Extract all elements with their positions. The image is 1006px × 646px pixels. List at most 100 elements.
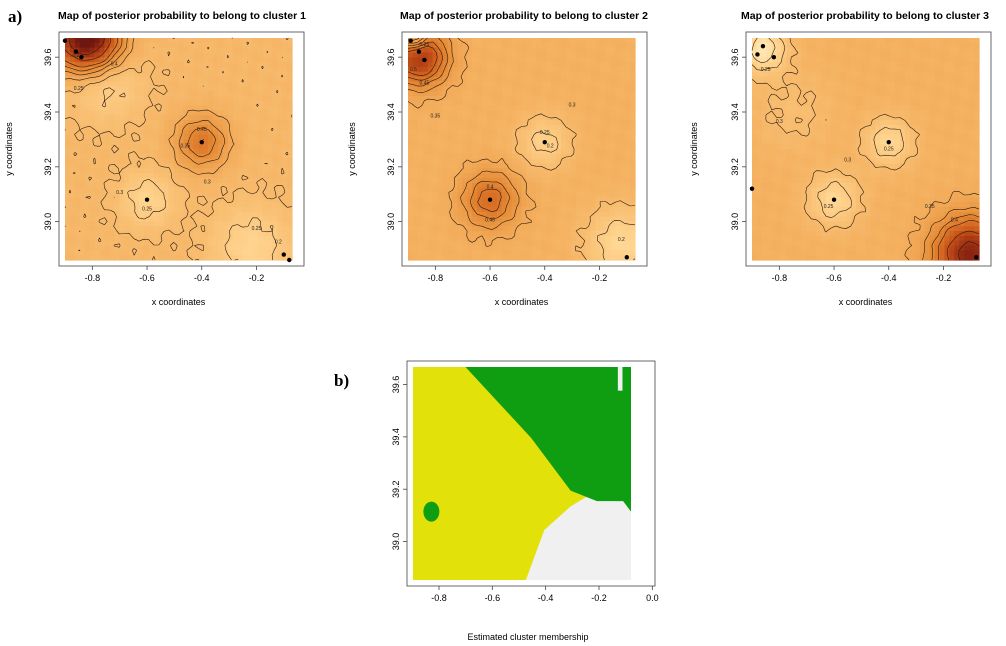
heat-cell bbox=[178, 139, 185, 145]
heat-cell bbox=[193, 182, 199, 189]
heat-cell bbox=[491, 250, 498, 256]
heat-cell bbox=[134, 42, 140, 49]
heat-cell bbox=[158, 192, 165, 198]
heat-cell bbox=[282, 187, 288, 194]
heat-cell bbox=[79, 216, 86, 222]
heat-cell bbox=[482, 211, 488, 218]
heat-cell bbox=[277, 168, 283, 174]
heat-cell bbox=[551, 235, 557, 242]
heat-cell bbox=[442, 168, 449, 174]
heat-cell bbox=[452, 235, 458, 242]
heat-cell bbox=[272, 95, 278, 102]
heat-cell bbox=[84, 91, 91, 97]
heat-cell bbox=[442, 86, 449, 92]
heat-cell bbox=[865, 91, 872, 97]
heat-cell bbox=[287, 105, 293, 111]
heat-cell bbox=[506, 187, 513, 194]
heat-cell bbox=[452, 38, 458, 44]
heat-cell bbox=[262, 66, 268, 73]
heat-cell bbox=[134, 129, 140, 136]
heat-cell bbox=[109, 120, 115, 126]
heat-cell bbox=[208, 124, 214, 131]
heat-cell bbox=[178, 187, 185, 194]
heat-cell bbox=[442, 81, 449, 87]
heat-cell bbox=[954, 100, 960, 107]
heat-cell bbox=[620, 221, 626, 227]
heat-cell bbox=[452, 71, 458, 78]
heat-cell bbox=[934, 86, 941, 92]
heat-cell bbox=[217, 240, 224, 247]
heat-cell bbox=[158, 158, 165, 165]
heat-cell bbox=[585, 144, 592, 150]
heat-cell bbox=[213, 95, 219, 102]
heat-cell bbox=[551, 163, 557, 169]
heat-cell bbox=[237, 202, 244, 208]
heat-cell bbox=[252, 57, 259, 63]
heat-cell bbox=[541, 66, 547, 73]
heat-cell bbox=[776, 38, 783, 44]
heat-cell bbox=[919, 66, 926, 73]
heat-cell bbox=[114, 129, 120, 136]
heat-cell bbox=[213, 134, 219, 140]
heat-cell bbox=[94, 182, 101, 189]
heat-cell bbox=[237, 38, 244, 44]
heat-cell bbox=[252, 129, 259, 136]
heat-cell bbox=[203, 42, 209, 49]
heat-cell bbox=[467, 81, 473, 87]
heat-cell bbox=[565, 62, 572, 68]
heat-cell bbox=[227, 153, 234, 160]
heat-cell bbox=[565, 71, 572, 78]
heat-cell bbox=[84, 115, 91, 121]
heat-cell bbox=[835, 91, 842, 97]
heat-cell bbox=[277, 86, 283, 92]
heat-cell bbox=[600, 149, 606, 155]
heat-cell bbox=[452, 206, 458, 213]
heat-cell bbox=[252, 81, 259, 87]
heat-cell bbox=[232, 149, 239, 155]
heat-cell bbox=[600, 86, 606, 92]
heat-cell bbox=[277, 66, 283, 73]
heat-cell bbox=[267, 66, 273, 73]
heat-cell bbox=[208, 71, 214, 78]
heat-cell bbox=[242, 91, 249, 97]
data-point bbox=[624, 255, 629, 260]
heat-cell bbox=[134, 81, 140, 87]
heat-cell bbox=[193, 231, 199, 237]
heat-cell bbox=[462, 168, 468, 174]
heat-cell bbox=[208, 110, 214, 116]
heat-cell bbox=[287, 38, 293, 44]
heat-cell bbox=[855, 62, 862, 68]
heat-cell bbox=[845, 91, 852, 97]
heat-cell bbox=[417, 163, 424, 169]
heat-cell bbox=[830, 95, 837, 102]
heat-cell bbox=[408, 231, 414, 237]
heat-cell bbox=[163, 168, 170, 174]
heat-cell bbox=[565, 235, 572, 242]
heat-cell bbox=[472, 149, 478, 155]
heat-cell bbox=[69, 168, 76, 174]
heat-cell bbox=[178, 81, 185, 87]
heat-cell bbox=[939, 38, 946, 44]
heat-cell bbox=[168, 245, 175, 251]
heat-cell bbox=[551, 124, 557, 131]
heat-cell bbox=[506, 206, 513, 213]
heat-cell bbox=[496, 86, 503, 92]
heat-cell bbox=[198, 47, 204, 54]
heat-cell bbox=[630, 47, 636, 54]
heat-cell bbox=[447, 124, 454, 131]
heat-cell bbox=[585, 62, 592, 68]
heat-cell bbox=[501, 221, 508, 227]
heat-cell bbox=[237, 105, 244, 111]
heat-cell bbox=[129, 250, 135, 256]
heat-cell bbox=[457, 192, 463, 198]
heat-cell bbox=[109, 197, 115, 203]
heat-cell bbox=[252, 168, 259, 174]
heat-cell bbox=[168, 124, 175, 131]
heat-cell bbox=[845, 100, 852, 107]
heat-cell bbox=[198, 245, 204, 251]
heat-cell bbox=[904, 71, 911, 78]
heat-cell bbox=[99, 129, 106, 136]
contour-line bbox=[64, 37, 204, 141]
heat-cell bbox=[511, 52, 518, 58]
heat-cell bbox=[860, 62, 867, 68]
